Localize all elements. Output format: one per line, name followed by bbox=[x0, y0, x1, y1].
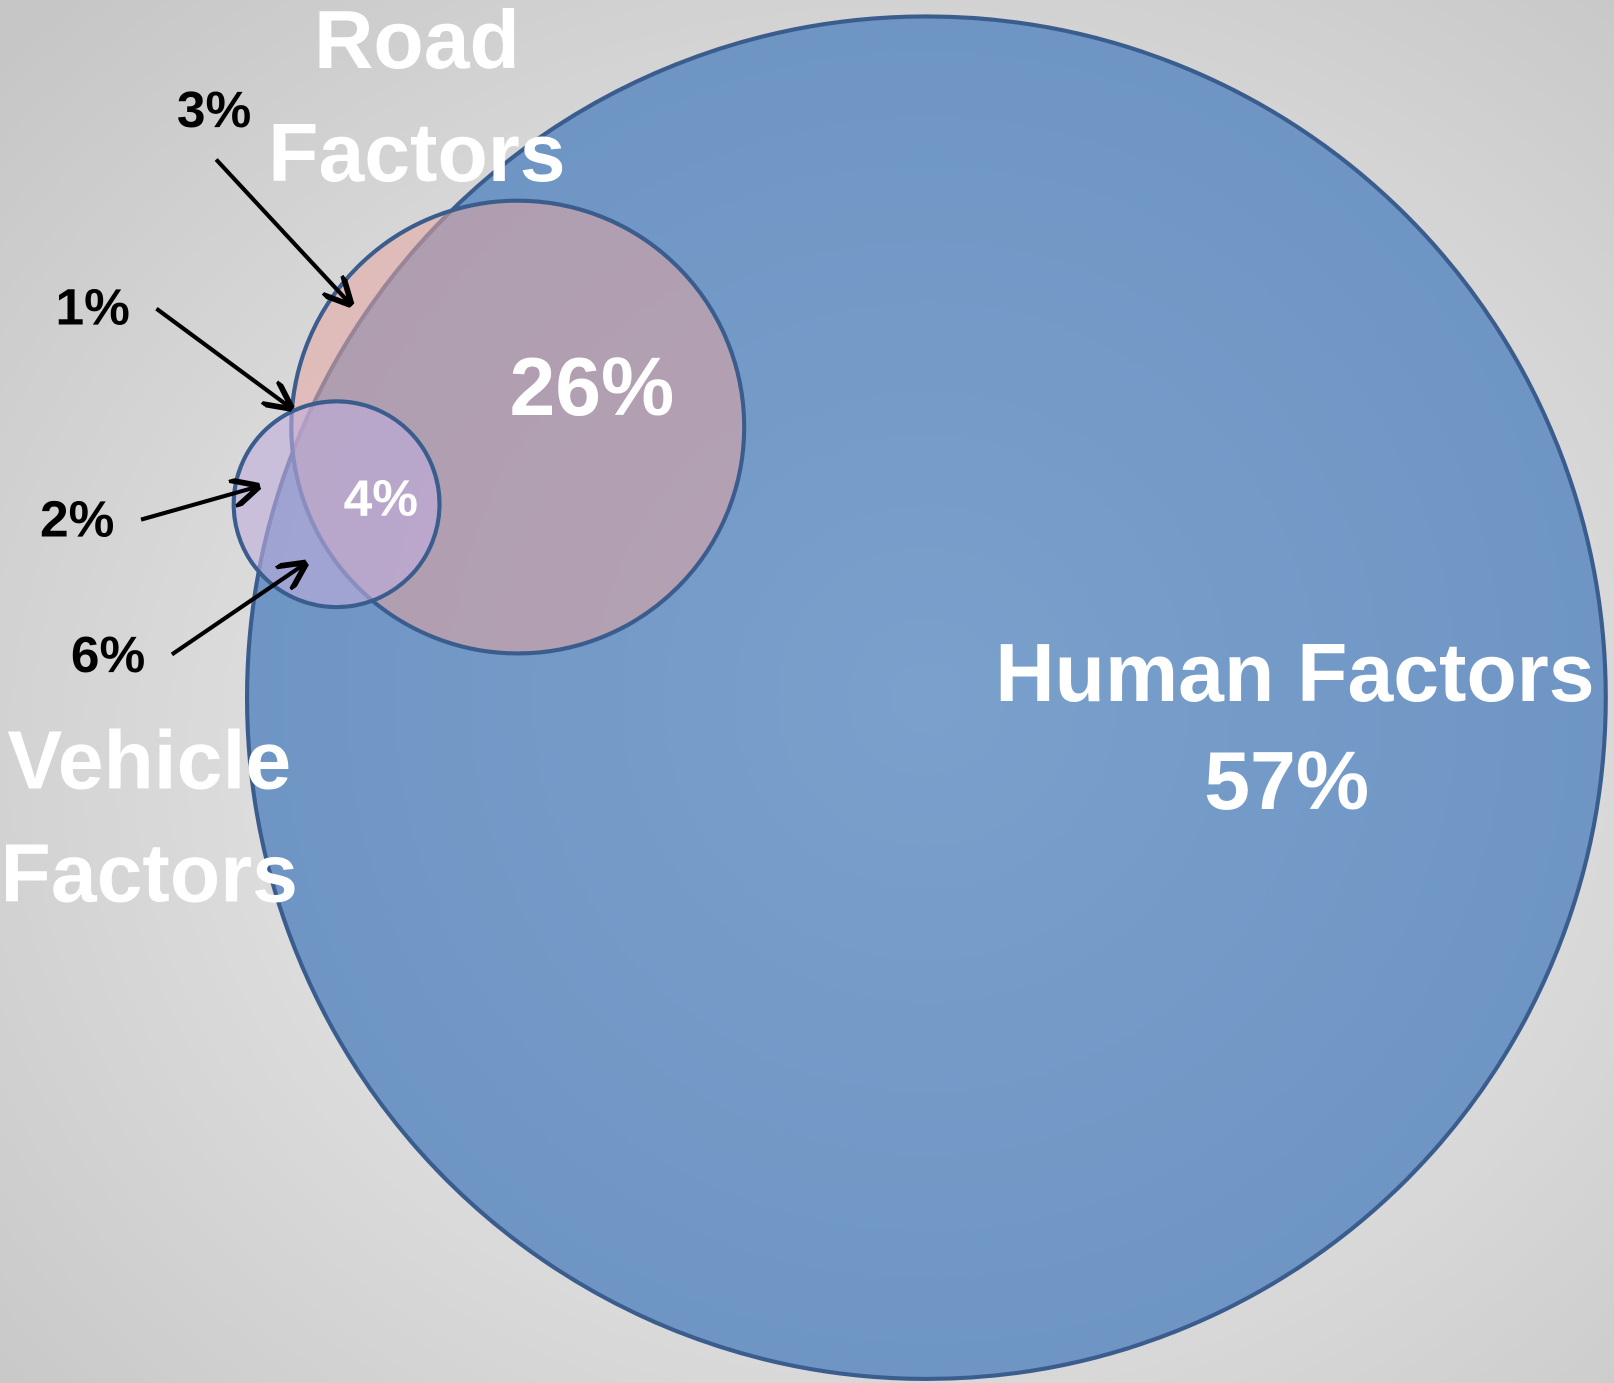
set-label: Vehicle bbox=[7, 714, 291, 806]
set-label: Factors bbox=[268, 107, 565, 199]
region-label: 1% bbox=[55, 277, 129, 335]
region-label: 3% bbox=[177, 80, 251, 138]
set-value: 26% bbox=[509, 341, 674, 433]
arrow bbox=[170, 564, 305, 657]
arrow bbox=[140, 487, 257, 522]
region-label: 6% bbox=[71, 625, 145, 683]
set-label: Human Factors bbox=[995, 627, 1594, 719]
set-label: Road bbox=[314, 0, 520, 86]
set-value: 57% bbox=[1204, 735, 1369, 827]
arrow bbox=[214, 158, 350, 303]
arrow bbox=[155, 307, 290, 408]
set-label: Factors bbox=[1, 828, 298, 920]
region-label: 2% bbox=[40, 489, 114, 547]
region-label: 4% bbox=[344, 469, 418, 527]
arrows bbox=[140, 158, 350, 657]
